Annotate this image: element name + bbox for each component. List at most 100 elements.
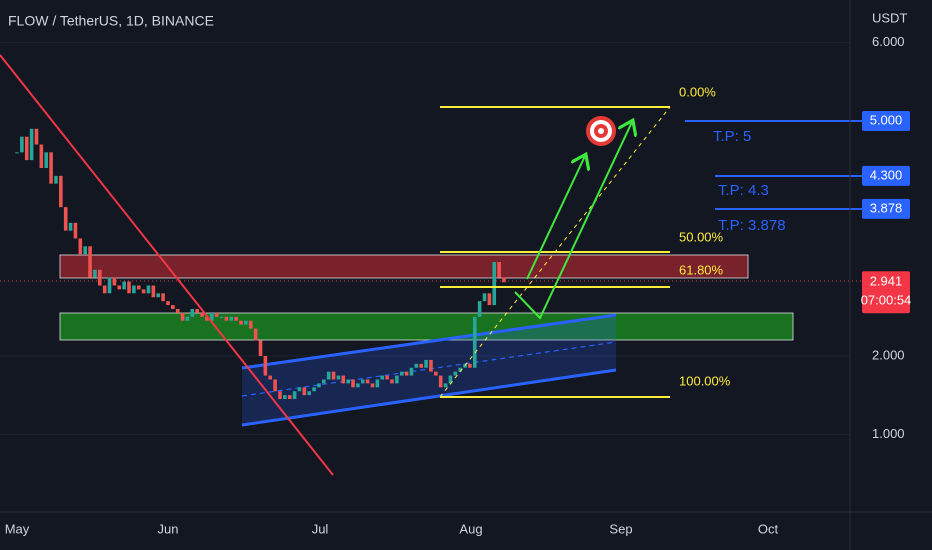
candle (68, 222, 73, 231)
price-tag (862, 111, 910, 131)
candle (322, 379, 326, 384)
candle (200, 312, 204, 317)
target-icon (586, 116, 616, 146)
target-label: T.P: 5 (713, 128, 751, 145)
price-tick-label: 6.000 (872, 34, 905, 49)
candle (375, 379, 380, 388)
candle (97, 269, 102, 286)
candle (268, 375, 273, 380)
target-label: T.P: 4.3 (718, 182, 769, 199)
candle (248, 320, 253, 329)
candle (24, 136, 29, 161)
candle (273, 379, 277, 392)
candle (54, 175, 58, 184)
price-tag-label: 5.000 (870, 112, 903, 127)
time-label: Aug (459, 521, 482, 536)
candle (497, 261, 501, 278)
candle (404, 371, 409, 376)
channel-fill (242, 315, 616, 425)
time-label: Oct (758, 521, 779, 536)
candle (278, 391, 282, 400)
arrow (526, 156, 585, 280)
fib-label: 50.00% (679, 229, 724, 244)
channel-bottom (241, 368, 617, 427)
candle (302, 387, 307, 396)
candle (44, 152, 49, 168)
candle (117, 285, 122, 290)
candle (326, 371, 331, 380)
candle (297, 387, 302, 392)
candle (356, 383, 360, 388)
channel-top (241, 313, 617, 370)
candle (132, 285, 136, 294)
candle (127, 281, 131, 294)
candle (307, 391, 311, 396)
candle (239, 320, 243, 325)
candle (219, 316, 224, 318)
candle (171, 305, 175, 309)
candle (317, 383, 321, 388)
candle (395, 375, 399, 384)
candle (205, 316, 209, 321)
time-label: Jul (312, 521, 329, 536)
candle (229, 316, 234, 321)
candle (390, 379, 394, 384)
candle (351, 379, 355, 388)
candle (93, 269, 97, 278)
candle (409, 367, 414, 376)
candle (468, 363, 472, 368)
candle (161, 293, 165, 302)
candle (73, 222, 78, 239)
price-tag-label: 3.878 (870, 200, 903, 215)
candle (34, 128, 39, 145)
price-tick-label: 2.000 (872, 347, 905, 362)
candle (331, 371, 336, 380)
candle (15, 152, 19, 154)
target-label: T.P: 3.878 (718, 217, 786, 234)
candle (29, 128, 34, 161)
candle (185, 316, 190, 321)
candle (263, 355, 268, 376)
candle (292, 391, 297, 400)
candle (20, 136, 24, 153)
candle (190, 308, 195, 317)
arrow (514, 122, 632, 320)
candle (166, 301, 170, 306)
price-tick-label: 1.000 (872, 426, 905, 441)
candle (214, 312, 219, 317)
fib-label: 100.00% (679, 373, 731, 388)
target-lines (685, 120, 862, 210)
candle (443, 383, 448, 388)
candle (370, 383, 375, 388)
candle (195, 308, 199, 313)
candle (122, 281, 126, 290)
candle (88, 246, 92, 278)
candle (399, 371, 404, 376)
candle (244, 320, 248, 325)
candle (380, 375, 385, 380)
candle (419, 363, 424, 368)
fib-diagonal (439, 106, 671, 398)
trend-line (0, 54, 334, 476)
candle (287, 395, 292, 400)
candle (502, 277, 506, 283)
candle (253, 328, 258, 341)
candle (224, 316, 229, 321)
candle (156, 293, 161, 298)
candle (492, 261, 497, 306)
candle (107, 277, 112, 294)
candle (102, 285, 107, 294)
candle (448, 375, 453, 384)
price-tag (862, 165, 910, 186)
candle (360, 379, 365, 384)
candle (283, 395, 287, 400)
candle (210, 312, 214, 321)
last-price-tag (862, 271, 910, 314)
candle (141, 289, 146, 294)
candle (414, 363, 419, 368)
currency: USDT (872, 10, 907, 25)
candle (83, 246, 87, 255)
price-tag-label: 4.300 (870, 167, 903, 182)
